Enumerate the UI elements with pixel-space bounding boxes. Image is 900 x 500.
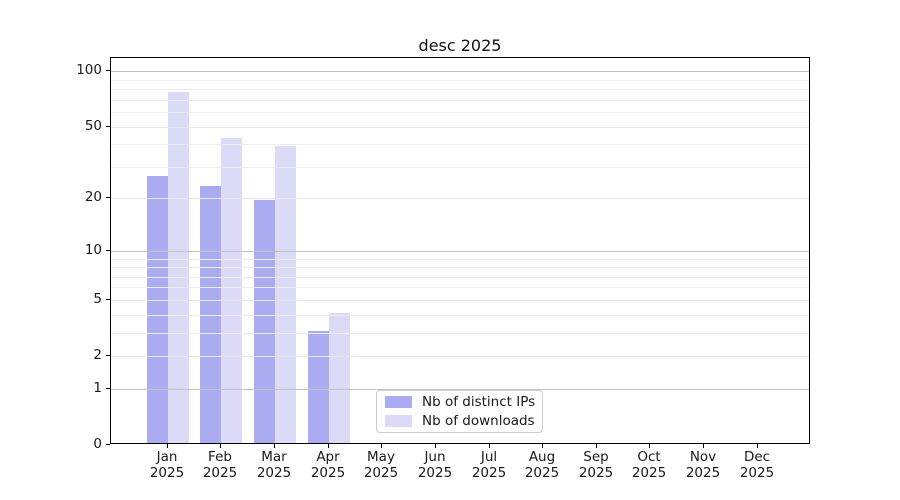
y-tick-label-2: 2 [93, 347, 102, 363]
x-tick-year: 2025 [417, 464, 453, 481]
chart-title: desc 2025 [418, 36, 502, 55]
x-tick-year: 2025 [631, 464, 667, 481]
x-tick-mark-jul [489, 444, 490, 448]
gridline-y-90 [111, 80, 809, 81]
x-tick-mark-oct [649, 444, 650, 448]
legend-item-downloads: Nb of downloads [385, 413, 535, 429]
y-tick-mark-100 [106, 70, 110, 71]
x-tick-label-oct-2025: Oct 2025 [617, 449, 681, 481]
y-tick-mark-2 [106, 355, 110, 356]
gridline-y-100 [111, 71, 809, 72]
y-tick-mark-20 [106, 197, 110, 198]
y-tick-label-20: 20 [84, 189, 102, 205]
x-tick-label-mar-2025: Mar 2025 [242, 449, 306, 481]
x-tick-year: 2025 [202, 464, 238, 481]
x-tick-label-may-2025: May 2025 [349, 449, 413, 481]
x-tick-year: 2025 [739, 464, 775, 481]
bar-downloads-feb [221, 138, 243, 443]
x-tick-label-jul-2025: Jul 2025 [457, 449, 521, 481]
gridline-y-50 [111, 127, 809, 128]
x-tick-label-apr-2025: Apr 2025 [296, 449, 360, 481]
x-tick-year: 2025 [363, 464, 399, 481]
x-tick-year: 2025 [256, 464, 292, 481]
y-tick-label-1: 1 [93, 380, 102, 396]
bar-distinct-ips-jan [146, 176, 168, 443]
x-tick-mark-may [381, 444, 382, 448]
y-tick-mark-50 [106, 126, 110, 127]
bar-distinct-ips-feb [200, 185, 222, 443]
legend-swatch-downloads [385, 415, 412, 427]
gridline-y-70 [111, 100, 809, 101]
legend-label-distinct-ips: Nb of distinct IPs [422, 394, 536, 410]
x-tick-year: 2025 [524, 464, 560, 481]
legend: Nb of distinct IPs Nb of downloads [376, 390, 543, 433]
y-tick-label-100: 100 [76, 62, 102, 78]
legend-item-distinct-ips: Nb of distinct IPs [385, 394, 536, 410]
x-tick-mark-aug [542, 444, 543, 448]
x-tick-label-jun-2025: Jun 2025 [403, 449, 467, 481]
y-tick-mark-5 [106, 299, 110, 300]
x-tick-label-sep-2025: Sep 2025 [564, 449, 628, 481]
bar-distinct-ips-mar [253, 200, 275, 443]
x-tick-label-aug-2025: Aug 2025 [510, 449, 574, 481]
bar-distinct-ips-apr [307, 330, 329, 443]
x-tick-label-jan-2025: Jan 2025 [135, 449, 199, 481]
x-tick-year: 2025 [578, 464, 614, 481]
x-tick-mark-apr [328, 444, 329, 448]
plot-area [110, 57, 810, 444]
y-tick-label-10: 10 [84, 242, 102, 258]
y-tick-label-50: 50 [84, 118, 102, 134]
x-tick-label-feb-2025: Feb 2025 [188, 449, 252, 481]
gridline-y-60 [111, 112, 809, 113]
x-tick-mark-jun [435, 444, 436, 448]
legend-swatch-distinct-ips [385, 396, 412, 408]
legend-label-downloads: Nb of downloads [422, 413, 535, 429]
x-tick-mark-nov [703, 444, 704, 448]
x-tick-mark-mar [274, 444, 275, 448]
bar-downloads-jan [167, 92, 189, 443]
gridline-y-40 [111, 144, 809, 145]
y-tick-label-0: 0 [93, 436, 102, 452]
x-tick-label-nov-2025: Nov 2025 [671, 449, 735, 481]
x-tick-year: 2025 [471, 464, 507, 481]
x-tick-mark-jan [167, 444, 168, 448]
y-tick-label-5: 5 [93, 291, 102, 307]
gridline-y-30 [111, 167, 809, 168]
x-tick-year: 2025 [149, 464, 185, 481]
x-tick-mark-feb [220, 444, 221, 448]
x-tick-mark-dec [757, 444, 758, 448]
y-tick-mark-0 [106, 444, 110, 445]
x-tick-mark-sep [596, 444, 597, 448]
x-tick-label-dec-2025: Dec 2025 [725, 449, 789, 481]
gridline-y-80 [111, 89, 809, 90]
bar-downloads-apr [328, 312, 350, 443]
y-tick-mark-10 [106, 250, 110, 251]
y-tick-mark-1 [106, 388, 110, 389]
bar-downloads-mar [274, 146, 296, 443]
x-tick-year: 2025 [310, 464, 346, 481]
x-tick-year: 2025 [685, 464, 721, 481]
